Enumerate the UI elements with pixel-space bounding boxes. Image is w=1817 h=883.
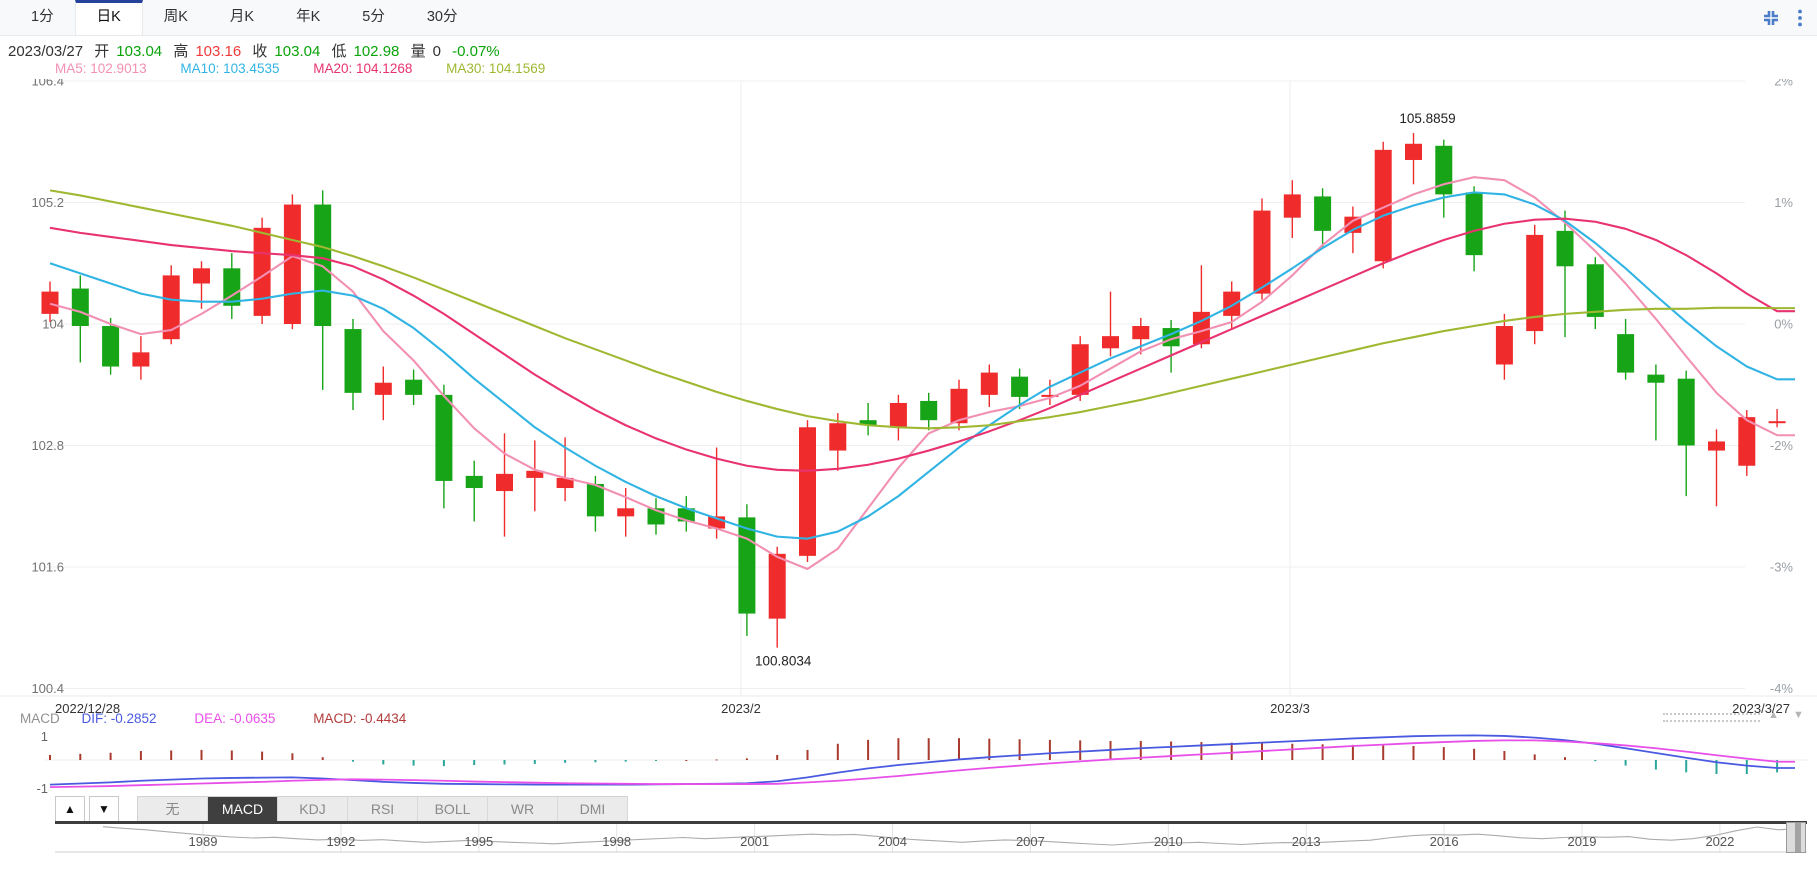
high-label: 高 [173,43,189,60]
indicator-tab-kdj[interactable]: KDJ [278,797,348,821]
indicator-tab-dmi[interactable]: DMI [558,797,628,821]
navigator-year-label: 2013 [1292,834,1321,849]
ma5-line [49,176,1795,571]
tab-1min[interactable]: 1分 [31,9,54,25]
indicator-tab-rsi[interactable]: RSI [348,797,418,821]
indicator-selector: ▲ ▼ 无 MACD KDJ RSI BOLL WR DMI [55,796,628,822]
navigator-year-label: 1998 [602,834,631,849]
dea-line [49,739,1795,789]
macd-readout-row: MACD DIF: -0.2852 DEA: -0.0635 MACD: -0.… [20,711,440,726]
svg-text:1: 1 [41,729,48,744]
svg-text:100.4: 100.4 [31,681,64,696]
candlestick-chart[interactable]: 106.4 2% 105.2 1% 104 0% 102.8 -2% 101.6 -3% 100.4… [0,79,1817,724]
navigator-sparkline [102,826,1801,846]
tab-30min[interactable]: 30分 [426,9,458,25]
navigator-year-label: 1992 [326,834,355,849]
svg-text:-4%: -4% [1770,681,1794,696]
macd-panel-title: MACD [20,711,60,726]
macd-scroll-up-icon[interactable]: ▲ [1768,709,1779,721]
indicator-tab-wr[interactable]: WR [488,797,558,821]
svg-text:-2%: -2% [1770,438,1794,453]
change-percent: -0.07% [452,43,500,60]
ohlc-row: 2023/03/27 开 103.04 高 103.16 收 103.04 低 102.… [8,40,507,61]
high-value: 103.16 [195,43,242,60]
navigator-year-label: 2019 [1568,834,1597,849]
svg-text:106.4: 106.4 [31,79,64,89]
ma-legend: MA5: 102.9013 MA10: 103.4535 MA20: 104.1… [55,61,575,76]
indicator-up-button[interactable]: ▲ [55,796,85,822]
indicator-tabs: 无 MACD KDJ RSI BOLL WR DMI [137,796,628,822]
svg-text:-3%: -3% [1770,560,1794,575]
kebab-menu-icon[interactable] [1797,8,1803,28]
collapse-icon[interactable] [1761,8,1781,28]
low-label: 低 [331,43,347,60]
macd-scroll-down-icon[interactable]: ▼ [1793,709,1804,721]
navigator-top-border [55,821,1807,824]
navigator-year-label: 2010 [1154,834,1183,849]
navigator-year-label: 1989 [189,834,218,849]
svg-text:104: 104 [42,317,64,332]
macd-dotted-scroller[interactable] [1663,713,1760,722]
ma-lines-layer [49,176,1795,571]
ma30-readout: MA30: 104.1569 [446,61,546,76]
indicator-tab-macd[interactable]: MACD [208,797,278,821]
ma5-readout: MA5: 102.9013 [55,61,147,76]
ma20-line [49,217,1795,472]
tab-yearly-k[interactable]: 年K [296,9,321,25]
navigator-slider-handle[interactable] [1786,822,1806,853]
dif-readout: DIF: -0.2852 [81,711,157,726]
ma10-line [49,191,1795,540]
svg-text:105.2: 105.2 [31,195,64,210]
macd-histogram-layer [49,738,1779,774]
svg-text:102.8: 102.8 [31,438,64,453]
x-axis-date: 2023/3/27 [1732,701,1790,716]
candles-layer [41,133,1786,648]
close-label: 收 [252,43,268,60]
price-annotation: 105.8859 [1399,111,1455,126]
tab-weekly-k[interactable]: 周K [163,9,188,25]
tab-monthly-k[interactable]: 月K [229,9,255,25]
ma10-readout: MA10: 103.4535 [180,61,280,76]
tab-5min[interactable]: 5分 [362,9,385,25]
svg-text:0%: 0% [1774,317,1793,332]
tab-daily-k[interactable]: 日K [74,0,143,35]
volume-label: 量 [410,43,426,60]
price-annotation: 100.8034 [755,654,812,669]
indicator-tab-none[interactable]: 无 [138,797,208,821]
svg-text:2%: 2% [1774,79,1793,89]
x-axis-date: 2023/2 [721,701,761,716]
svg-text:1%: 1% [1774,195,1793,210]
open-label: 开 [94,43,110,60]
x-axis-date: 2023/3 [1270,701,1310,716]
ma20-readout: MA20: 104.1268 [313,61,413,76]
indicator-down-button[interactable]: ▼ [89,796,119,822]
macd-readout: MACD: -0.4434 [313,711,407,726]
macd-chart[interactable]: 1 -1 [0,705,1817,800]
grid-layer: 106.4 2% 105.2 1% 104 0% 102.8 -2% 101.6 -3% 100.4… [0,79,1817,697]
indicator-tab-boll[interactable]: BOLL [418,797,488,821]
navigator-year-label: 2001 [740,834,769,849]
navigator-year-label: 1995 [464,834,493,849]
toolbar-icons [1761,8,1803,28]
period-toolbar: 1分 日K 周K 月K 年K 5分 30分 [0,0,1817,36]
ma30-line [49,189,1795,430]
dea-readout: DEA: -0.0635 [194,711,276,726]
navigator-year-label: 2004 [878,834,907,849]
slider-grip [1795,823,1801,852]
navigator-year-label: 2016 [1430,834,1459,849]
svg-text:101.6: 101.6 [31,560,64,575]
close-value: 103.04 [274,43,321,60]
open-value: 103.04 [116,43,163,60]
history-navigator[interactable]: 1989 1992 1995 1998 2001 2004 2007 2010 2013 2016… [0,823,1817,854]
quote-date: 2023/03/27 [8,43,84,60]
low-value: 102.98 [353,43,400,60]
navigator-year-label: 2022 [1705,834,1734,849]
x-axis-date: 2022/12/28 [55,701,120,716]
navigator-year-label: 2007 [1016,834,1045,849]
svg-text:-1: -1 [36,781,48,796]
volume-value: 0 [432,43,441,60]
